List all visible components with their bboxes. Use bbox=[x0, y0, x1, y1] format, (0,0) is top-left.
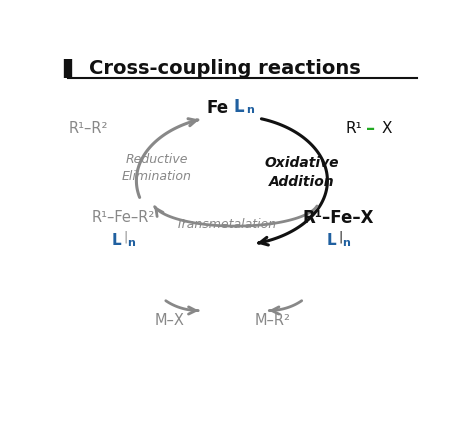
Text: Cross-coupling reactions: Cross-coupling reactions bbox=[89, 59, 360, 78]
Text: R¹: R¹ bbox=[346, 121, 362, 136]
Text: Reductive
Elimination: Reductive Elimination bbox=[122, 153, 191, 183]
Text: L: L bbox=[234, 98, 245, 116]
Text: Oxidative
Addition: Oxidative Addition bbox=[264, 156, 339, 189]
Text: M–X: M–X bbox=[155, 313, 184, 328]
Text: n: n bbox=[342, 238, 350, 248]
Text: L: L bbox=[327, 233, 337, 248]
Text: R¹–R²: R¹–R² bbox=[69, 121, 109, 136]
Text: R¹–Fe–X: R¹–Fe–X bbox=[303, 209, 374, 227]
Text: n: n bbox=[127, 238, 135, 248]
Text: Fe: Fe bbox=[206, 98, 228, 116]
Text: X: X bbox=[382, 121, 392, 136]
Text: L: L bbox=[112, 233, 122, 248]
Text: R¹–Fe–R²: R¹–Fe–R² bbox=[92, 211, 155, 225]
Text: –: – bbox=[366, 119, 375, 138]
Text: |: | bbox=[123, 230, 128, 243]
Text: Transmetalation: Transmetalation bbox=[176, 218, 277, 231]
Text: |: | bbox=[338, 230, 342, 243]
Text: M–R²: M–R² bbox=[255, 313, 290, 328]
Text: n: n bbox=[246, 105, 254, 115]
